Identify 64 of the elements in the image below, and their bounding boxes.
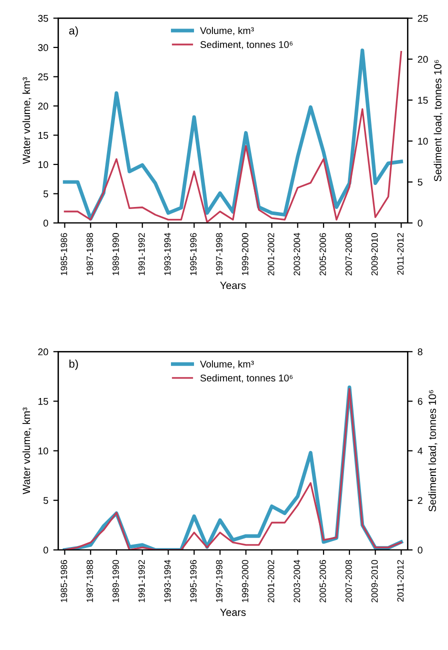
x-tick-label: 2001-2002: [268, 233, 274, 276]
x-tick-label: 1999-2000: [242, 560, 248, 602]
y-tick-label: 5: [44, 190, 48, 198]
x-tick-label: 1991-1992: [138, 560, 145, 602]
x-tick-label: 2003-2004: [294, 232, 300, 276]
y-tick-label: 15: [38, 398, 48, 405]
x-tick-label: 1989-1990: [112, 560, 119, 602]
y-tick-label: 20: [38, 102, 48, 110]
y2-tick-label: 0: [418, 220, 422, 227]
y2-tick-label: 15: [418, 96, 428, 104]
x-tick-label: 2009-2010: [371, 560, 378, 602]
y-tick-label: 30: [38, 44, 48, 52]
x-tick-label: 2007-2008: [345, 233, 352, 276]
y-tick-label: 0: [43, 220, 48, 227]
y2-tick-label: 6: [418, 398, 422, 405]
x-tick-label: 1997-1998: [216, 560, 222, 602]
x-axis-title: Years: [220, 608, 246, 616]
x-tick-label: 2003-2004: [294, 560, 300, 602]
legend-label: Sediment, tonnes 10⁶: [200, 374, 293, 383]
y-tick-label: 35: [38, 14, 48, 22]
legend-label: Volume, km³: [200, 360, 254, 369]
x-tick-label: 1995-1996: [190, 560, 197, 602]
x-tick-label: 2009-2010: [371, 233, 378, 276]
annotation: b): [69, 360, 78, 370]
x-tick-label: 2011-2012: [397, 560, 404, 602]
legend-label: Sediment, tonnes 10⁶: [200, 40, 293, 50]
y-tick-label: 5: [44, 497, 48, 504]
legend-label: Volume, km³: [200, 26, 254, 36]
x-tick-label: 1999-2000: [242, 233, 248, 276]
y-tick-label: 0: [43, 546, 48, 554]
x-tick-label: 1991-1992: [138, 233, 145, 276]
y2-tick-label: 0: [418, 546, 422, 554]
y-axis-title: Water volume, km³: [22, 407, 32, 494]
y2-axis-title: Sediment load, tonnes 10⁶: [428, 390, 438, 512]
x-tick-label: 1989-1990: [112, 233, 119, 276]
y-tick-label: 15: [38, 132, 48, 139]
y2-tick-label: 10: [418, 138, 428, 145]
x-tick-label: 1987-1988: [86, 233, 94, 276]
x-tick-label: 1987-1988: [86, 560, 94, 602]
x-tick-label: 2005-2006: [320, 560, 326, 602]
x-tick-label: 1997-1998: [216, 233, 222, 276]
y2-axis-title: Sediment load, tonnes 10⁶: [434, 60, 443, 182]
x-tick-label: 2007-2008: [345, 560, 352, 602]
y2-tick-label: 2: [418, 497, 422, 504]
y-axis-title: Water volume, km³: [22, 77, 32, 164]
x-tick-label: 1985-1986: [60, 233, 68, 276]
x-tick-label: 1993-1994: [164, 232, 171, 276]
x-tick-label: 1995-1996: [190, 233, 197, 276]
x-tick-label: 2011-2012: [397, 233, 404, 275]
y-tick-label: 10: [38, 161, 48, 168]
x-tick-label: 2005-2006: [320, 233, 326, 276]
y2-tick-label: 5: [418, 178, 422, 186]
y-tick-label: 10: [38, 448, 48, 454]
y2-tick-label: 20: [418, 56, 428, 63]
x-tick-label: 2001-2002: [268, 560, 274, 602]
x-tick-label: 1993-1994: [164, 560, 171, 602]
y2-tick-label: 8: [418, 348, 422, 356]
y2-tick-label: 25: [418, 14, 428, 22]
x-tick-label: 1985-1986: [60, 560, 68, 602]
x-axis-title: Years: [220, 282, 246, 290]
y-tick-label: 25: [38, 73, 48, 80]
y2-tick-label: 4: [418, 448, 423, 454]
y-tick-label: 20: [38, 348, 48, 356]
annotation: a): [69, 26, 78, 37]
